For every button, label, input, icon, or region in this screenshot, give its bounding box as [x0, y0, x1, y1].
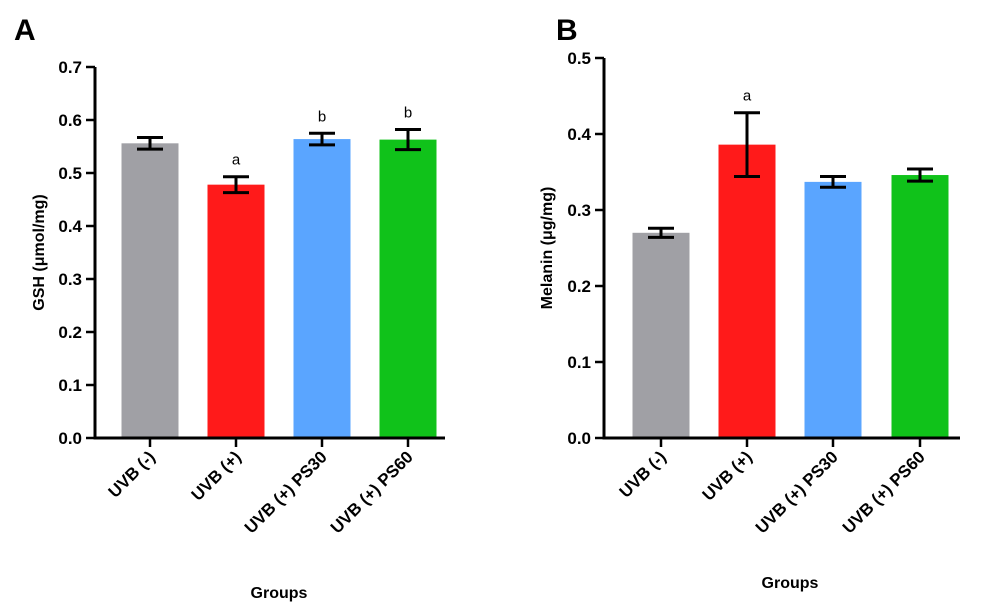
error-bar [734, 111, 760, 179]
error-bar [820, 175, 846, 189]
bar [293, 139, 351, 438]
bar [632, 232, 690, 438]
x-tick-label: UVB (-) [105, 447, 159, 501]
y-tick-label: 0.2 [58, 323, 82, 342]
panel-letter: A [14, 14, 36, 47]
y-axis-title: GSH (μmol/mg) [31, 194, 48, 310]
x-tick-label: UVB (+) PS60 [839, 447, 929, 537]
error-bar [907, 167, 933, 183]
y-tick-label: 0.5 [58, 164, 82, 183]
y-tick-label: 0.3 [58, 270, 82, 289]
error-bar [309, 131, 335, 147]
y-tick-label: 0.6 [58, 111, 82, 130]
chart-panel-a: Aa b b 0.0 0.1 0.2 0.3 0.4 0.5 0.6 0.7 UVB (-) UVB (… [14, 14, 445, 602]
y-tick-label: 0.1 [58, 376, 82, 395]
x-axis-title: Groups [251, 585, 308, 602]
y-tick-label: 0.1 [567, 353, 591, 372]
x-tick-label: UVB (+) [188, 447, 245, 504]
bar [718, 144, 776, 438]
y-tick-label: 0.0 [58, 429, 82, 448]
significance-label: b [318, 108, 326, 125]
panel-letter: B [556, 14, 578, 47]
y-tick-label: 0.7 [58, 58, 82, 77]
bar [207, 184, 265, 438]
significance-label: b [404, 105, 412, 122]
bar [804, 181, 862, 438]
bar [379, 139, 437, 439]
bar [121, 143, 179, 438]
significance-label: a [743, 88, 752, 105]
y-tick-label: 0.2 [567, 277, 591, 296]
significance-label: a [232, 152, 241, 169]
bar [891, 175, 949, 439]
error-bar [648, 226, 674, 239]
x-tick-label: UVB (+) PS30 [752, 447, 842, 537]
error-bar [395, 128, 421, 152]
y-axis-title: Melanin (μg/mg) [539, 187, 556, 310]
y-tick-label: 0.4 [58, 217, 82, 236]
x-tick-label: UVB (-) [616, 447, 670, 501]
y-tick-label: 0.4 [567, 125, 591, 144]
y-tick-label: 0.5 [567, 49, 591, 68]
x-tick-label: UVB (+) PS60 [327, 447, 417, 537]
x-tick-label: UVB (+) PS30 [241, 447, 331, 537]
error-bar [223, 175, 249, 195]
error-bar [137, 135, 163, 151]
y-tick-label: 0.3 [567, 201, 591, 220]
x-tick-label: UVB (+) [699, 447, 756, 504]
y-tick-label: 0.0 [567, 429, 591, 448]
x-axis-title: Groups [762, 575, 819, 592]
